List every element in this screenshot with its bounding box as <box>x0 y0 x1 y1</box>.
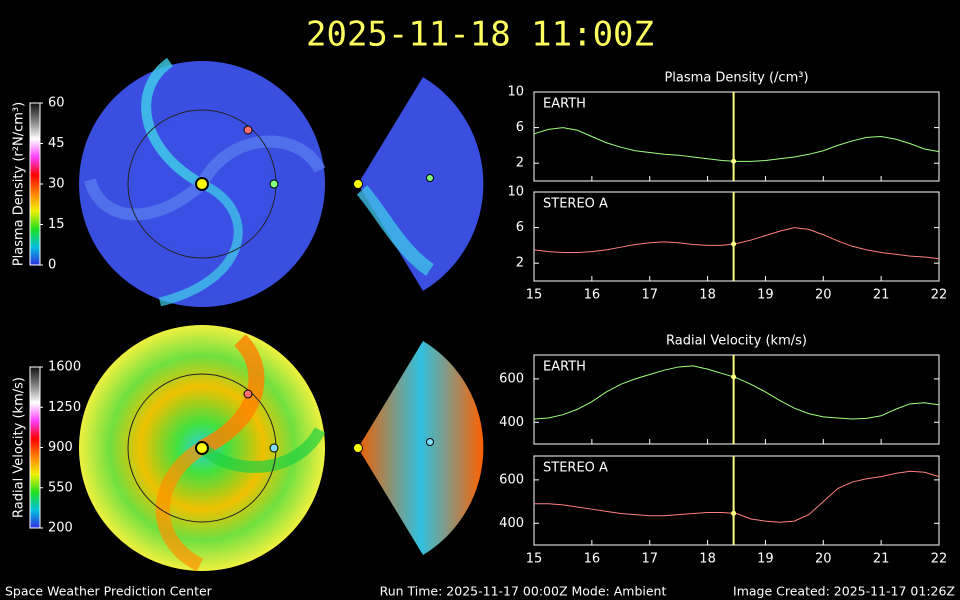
chart-title: Plasma Density (/cm³) <box>664 71 808 86</box>
x-tick-label: 19 <box>757 552 774 567</box>
current-value-dot <box>731 510 737 516</box>
footer-center: Run Time: 2025-11-17 00:00Z Mode: Ambien… <box>380 584 667 599</box>
colorbar-label: Plasma Density (r²N/cm³) <box>12 102 27 266</box>
panel-label: STEREO A <box>543 197 608 212</box>
x-tick-label: 18 <box>699 552 716 567</box>
series-line <box>533 127 940 162</box>
colorbar-tick-label: 200 <box>48 521 73 536</box>
colorbar-tick-label: 900 <box>48 440 73 455</box>
y-tick-label: 400 <box>499 415 524 430</box>
colorbar-tick-label: 60 <box>48 96 65 111</box>
x-tick-label: 22 <box>931 288 948 303</box>
series-line <box>534 470 940 523</box>
footer-right: Image Created: 2025-11-17 01:26Z <box>733 584 955 599</box>
footer-left: Space Weather Prediction Center <box>5 584 213 599</box>
density-map <box>79 57 484 307</box>
chart-title: Radial Velocity (km/s) <box>666 334 807 349</box>
y-tick-label: 6 <box>516 220 524 235</box>
x-tick-label: 15 <box>526 288 543 303</box>
x-tick-label: 18 <box>699 288 716 303</box>
colorbar-tick-label: 30 <box>48 177 65 192</box>
colorbar <box>29 366 41 529</box>
colorbar <box>29 102 41 266</box>
x-tick-label: 15 <box>526 552 543 567</box>
y-tick-label: 10 <box>507 85 524 100</box>
x-tick-label: 20 <box>815 552 832 567</box>
y-tick-label: 6 <box>516 120 524 135</box>
x-tick-label: 16 <box>584 552 601 567</box>
x-tick-label: 20 <box>815 288 832 303</box>
y-tick-label: 400 <box>499 516 524 531</box>
y-tick-label: 600 <box>499 371 524 386</box>
panel-frame <box>533 91 940 182</box>
colorbar-tick-label: 1600 <box>48 360 81 375</box>
series-line <box>533 227 940 260</box>
x-tick-label: 19 <box>757 288 774 303</box>
panel-label: EARTH <box>543 360 586 375</box>
colorbar-tick-label: 0 <box>48 258 56 273</box>
x-tick-label: 21 <box>873 288 890 303</box>
panel-frame <box>533 455 940 546</box>
x-tick-label: 21 <box>873 552 890 567</box>
title: 2025-11-18 11:00Z <box>306 15 654 55</box>
x-tick-label: 22 <box>931 552 948 567</box>
y-tick-label: 10 <box>507 185 524 200</box>
panel-frame <box>533 191 940 282</box>
panel-label: EARTH <box>543 97 586 112</box>
y-tick-label: 2 <box>516 156 524 171</box>
current-value-dot <box>731 158 737 164</box>
current-value-dot <box>731 374 737 380</box>
panel-label: STEREO A <box>543 461 608 476</box>
current-value-dot <box>731 241 737 247</box>
series-line <box>533 365 940 420</box>
panel-frame <box>533 354 940 445</box>
x-tick-label: 17 <box>641 552 658 567</box>
x-tick-label: 17 <box>641 288 658 303</box>
colorbar-tick-label: 1250 <box>48 400 81 415</box>
y-tick-label: 600 <box>499 472 524 487</box>
colorbar-tick-label: 45 <box>48 136 65 151</box>
y-tick-label: 2 <box>516 256 524 271</box>
colorbar-tick-label: 15 <box>48 217 65 232</box>
x-tick-label: 16 <box>584 288 601 303</box>
colorbar-label: Radial Velocity (km/s) <box>12 377 27 518</box>
velocity-map <box>79 325 484 572</box>
colorbar-tick-label: 550 <box>48 480 73 495</box>
